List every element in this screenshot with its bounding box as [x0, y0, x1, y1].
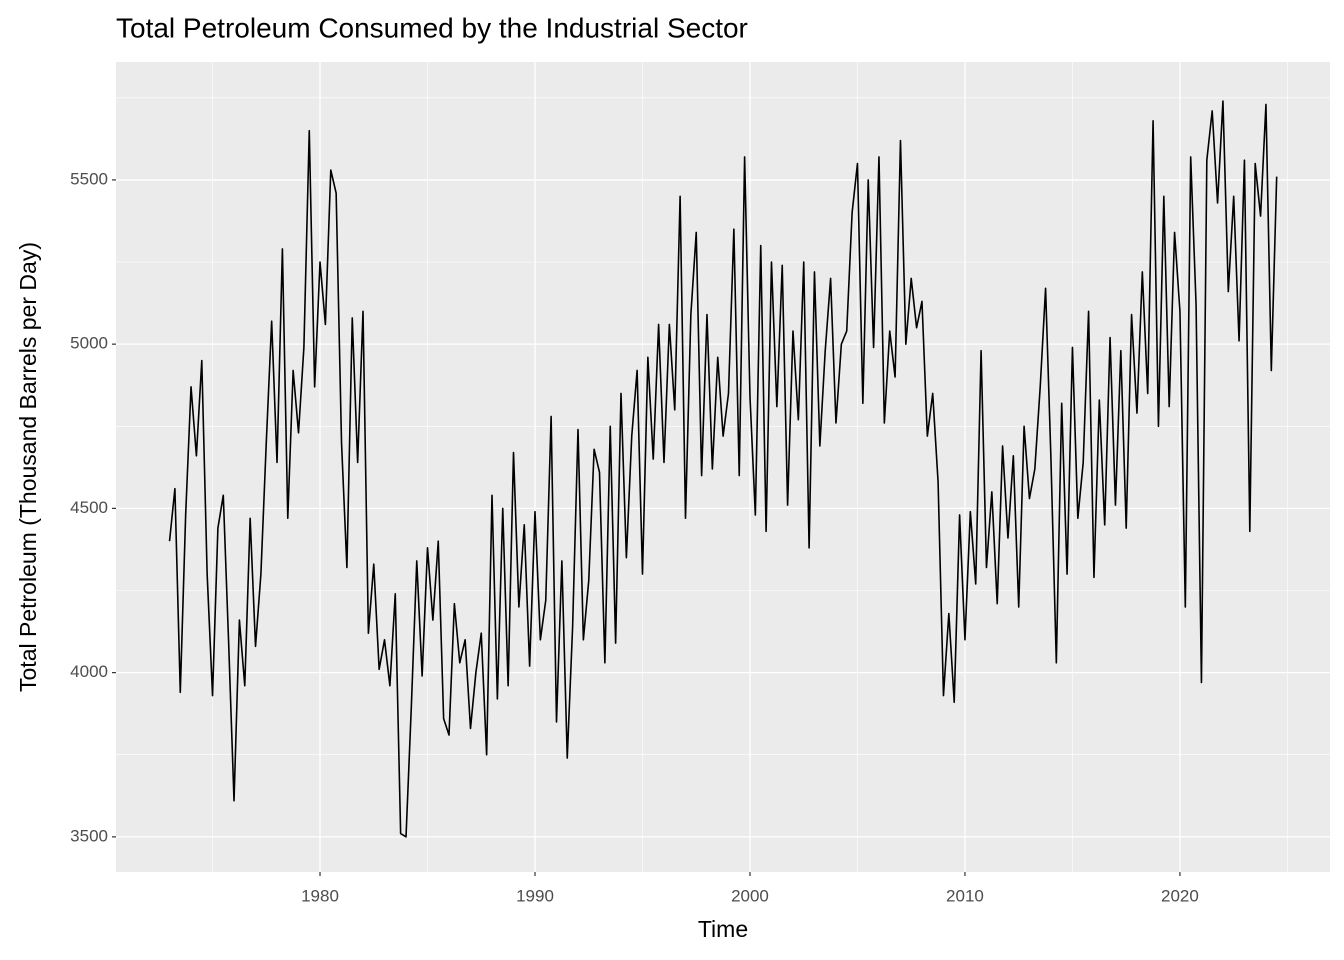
- y-tick-label: 4000: [70, 662, 108, 681]
- y-tick-label: 3500: [70, 826, 108, 845]
- x-tick-label: 2000: [731, 886, 769, 905]
- x-tick-label: 2010: [946, 886, 984, 905]
- x-tick-label: 2020: [1161, 886, 1199, 905]
- chart-title: Total Petroleum Consumed by the Industri…: [116, 12, 748, 43]
- y-tick-label: 4500: [70, 498, 108, 517]
- x-tick-label: 1980: [301, 886, 339, 905]
- x-axis-title: Time: [698, 916, 748, 942]
- y-tick-label: 5000: [70, 334, 108, 353]
- data-line: [168, 100, 1278, 838]
- y-axis-title: Total Petroleum (Thousand Barrels per Da…: [15, 242, 41, 692]
- x-tick-label: 1990: [516, 886, 554, 905]
- y-tick-label: 5500: [70, 169, 108, 188]
- panel: [116, 62, 1330, 872]
